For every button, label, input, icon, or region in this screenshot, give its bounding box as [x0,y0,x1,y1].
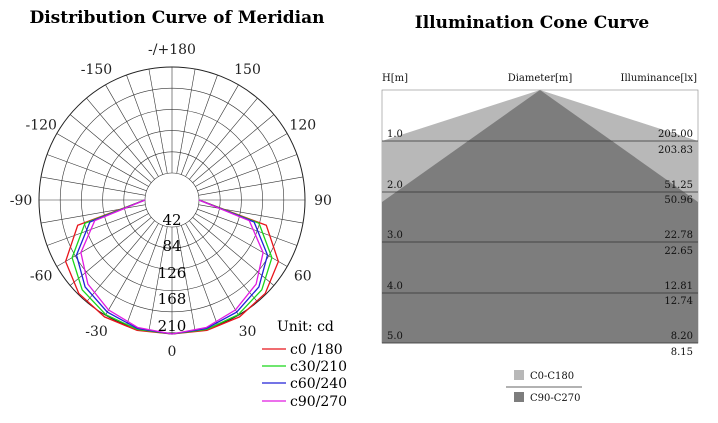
cone-c90-value-1: 203.83 [658,145,693,156]
angle-label-150: 150 [234,62,261,78]
polar-radial-labels: 42 84 126 168 210 [158,211,187,335]
angle-label-neg120: -120 [25,118,56,134]
polar-spoke [192,114,275,183]
polar-spoke [180,74,218,175]
cone-center-label: Diameter[m] [508,73,573,84]
polar-spoke [105,223,159,316]
polar-spoke [148,226,168,332]
polar-spoke [185,84,239,177]
polar-spoke [195,133,288,187]
legend-item-c0: c0 /180 [262,342,343,358]
polar-spoke [180,225,218,326]
polar-spoke [105,84,159,177]
cone-c90-value-5: 8.15 [671,347,693,358]
polar-spoke [176,68,196,174]
cone-c0-value-3: 22.78 [664,230,693,241]
polar-spoke [198,204,304,224]
polar-spoke [185,223,239,316]
cone-legend-label-c90: C90-C270 [530,393,581,404]
unit-label: Unit: cd [277,319,334,335]
cone-height-label-3: 3.0 [387,230,403,241]
angle-label-30: 30 [239,324,257,340]
cone-c90-c270 [382,90,698,343]
angle-label-neg60: -60 [30,269,53,285]
polar-spoke [198,176,304,196]
polar-spoke [69,217,152,286]
angle-label-neg30: -30 [85,324,108,340]
legend-label-c90: c90/270 [290,394,347,410]
angle-label-neg150: -150 [81,62,112,78]
angle-label-180: -/+180 [148,42,196,58]
polar-legend: Unit: cd c0 /180 c30/210 c60/240 c90/270 [262,319,347,410]
legend-label-c30: c30/210 [290,359,347,375]
cone-height-rows: 1.0 205.00 203.83 2.0 51.25 50.96 3.0 22… [382,129,698,358]
cone-c0-value-4: 12.81 [664,281,693,292]
polar-spoke [189,220,258,303]
cone-legend: C0-C180 C90-C270 [506,370,582,404]
angle-label-120: 120 [289,118,316,134]
polar-spoke [86,97,155,180]
cone-right-label: Illuminance[lx] [621,73,698,84]
radial-label-42: 42 [162,211,181,229]
polar-chart: 0 30 60 90 120 150 -/+180 -150 -120 -90 … [10,42,332,360]
angle-label-90: 90 [314,193,332,209]
polar-chart-title: Distribution Curve of Meridian [29,8,324,28]
radial-label-84: 84 [162,237,181,255]
polar-spoke [192,217,275,286]
polar-spoke [197,154,298,192]
angle-label-0: 0 [168,344,177,360]
polar-spoke [126,74,164,175]
cone-height-label-1: 1.0 [387,129,403,140]
cone-c0-value-5: 8.20 [671,331,693,342]
cone-height-label-2: 2.0 [387,180,403,191]
polar-grid [38,66,306,334]
legend-item-c60: c60/240 [262,376,347,392]
polar-curve-c90 [80,199,264,335]
cone-height-label-5: 5.0 [387,331,403,342]
polar-spoke [40,204,146,224]
cone-legend-swatch-c90 [514,392,524,402]
legend-label-c0: c0 /180 [290,342,343,358]
polar-spoke [56,133,149,187]
polar-spoke [40,176,146,196]
radial-label-126: 126 [158,264,187,282]
polar-spoke [69,114,152,183]
polar-spoke [148,68,168,174]
radial-label-168: 168 [158,290,187,308]
cone-ylabel: H[m] [382,73,408,84]
legend-label-c60: c60/240 [290,376,347,392]
polar-spoke [176,226,196,332]
cone-c90-value-2: 50.96 [664,195,693,206]
polar-curves [64,199,280,335]
polar-spoke [86,220,155,303]
cone-chart: H[m] Diameter[m] Illuminance[lx] 1.0 205… [381,73,699,358]
polar-spoke [46,154,147,192]
cone-legend-label-c0: C0-C180 [530,371,574,382]
legend-item-c30: c30/210 [262,359,347,375]
polar-spoke [46,208,147,246]
cone-c0-value-2: 51.25 [664,180,693,191]
polar-spoke [189,97,258,180]
cone-legend-swatch-c0 [514,370,524,380]
cone-c0-value-1: 205.00 [658,129,693,140]
polar-spoke [126,225,164,326]
cone-chart-title: Illumination Cone Curve [415,13,650,33]
cone-c90-value-3: 22.65 [664,246,693,257]
angle-label-neg90: -90 [10,193,33,209]
legend-item-c90: c90/270 [262,394,347,410]
cone-height-label-4: 4.0 [387,281,403,292]
radial-label-210: 210 [158,317,187,335]
angle-label-60: 60 [294,269,312,285]
polar-angle-labels: 0 30 60 90 120 150 -/+180 -150 -120 -90 … [10,42,332,360]
polar-spoke [197,208,298,246]
cone-c90-value-4: 12.74 [664,296,693,307]
